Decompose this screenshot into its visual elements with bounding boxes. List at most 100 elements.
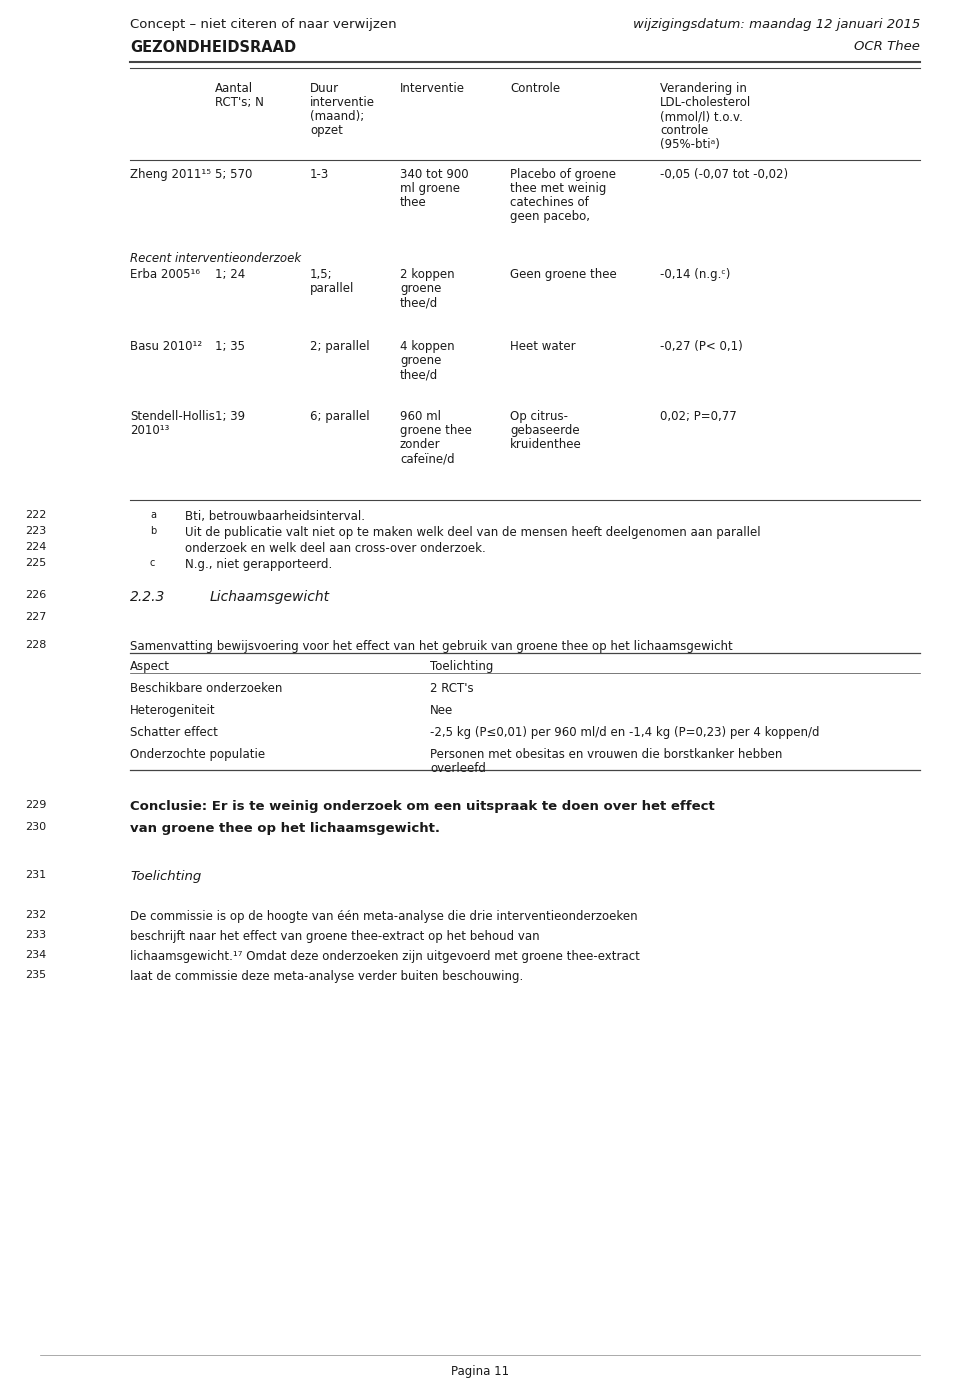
Text: thee: thee xyxy=(400,196,427,209)
Text: Pagina 11: Pagina 11 xyxy=(451,1365,509,1379)
Text: 4 koppen: 4 koppen xyxy=(400,340,455,354)
Text: 1,5;: 1,5; xyxy=(310,268,332,282)
Text: kruidenthee: kruidenthee xyxy=(510,438,582,451)
Text: Controle: Controle xyxy=(510,82,560,94)
Text: Schatter effect: Schatter effect xyxy=(130,725,218,739)
Text: a: a xyxy=(150,510,156,520)
Text: Heet water: Heet water xyxy=(510,340,576,354)
Text: -0,27 (P< 0,1): -0,27 (P< 0,1) xyxy=(660,340,743,354)
Text: (95%-btiᵃ): (95%-btiᵃ) xyxy=(660,137,720,151)
Text: opzet: opzet xyxy=(310,123,343,137)
Text: Geen groene thee: Geen groene thee xyxy=(510,268,616,282)
Text: Placebo of groene: Placebo of groene xyxy=(510,168,616,180)
Text: interventie: interventie xyxy=(310,96,375,110)
Text: 2.2.3: 2.2.3 xyxy=(130,589,165,603)
Text: 0,02; P=0,77: 0,02; P=0,77 xyxy=(660,411,736,423)
Text: zonder: zonder xyxy=(400,438,441,451)
Text: Erba 2005¹⁶: Erba 2005¹⁶ xyxy=(130,268,200,282)
Text: 1; 39: 1; 39 xyxy=(215,411,245,423)
Text: OCR Thee: OCR Thee xyxy=(854,40,920,53)
Text: 960 ml: 960 ml xyxy=(400,411,441,423)
Text: 235: 235 xyxy=(25,970,46,981)
Text: 232: 232 xyxy=(25,910,46,920)
Text: 231: 231 xyxy=(25,870,46,879)
Text: Personen met obesitas en vrouwen die borstkanker hebben: Personen met obesitas en vrouwen die bor… xyxy=(430,748,782,761)
Text: Verandering in: Verandering in xyxy=(660,82,747,94)
Text: 1; 35: 1; 35 xyxy=(215,340,245,354)
Text: -0,05 (-0,07 tot -0,02): -0,05 (-0,07 tot -0,02) xyxy=(660,168,788,180)
Text: 230: 230 xyxy=(25,822,46,832)
Text: Recent interventieonderzoek: Recent interventieonderzoek xyxy=(130,252,301,265)
Text: Conclusie: Er is te weinig onderzoek om een uitspraak te doen over het effect: Conclusie: Er is te weinig onderzoek om … xyxy=(130,800,715,813)
Text: Beschikbare onderzoeken: Beschikbare onderzoeken xyxy=(130,682,282,695)
Text: 1-3: 1-3 xyxy=(310,168,329,180)
Text: Zheng 2011¹⁵: Zheng 2011¹⁵ xyxy=(130,168,211,180)
Text: Aantal: Aantal xyxy=(215,82,253,94)
Text: 6; parallel: 6; parallel xyxy=(310,411,370,423)
Text: Uit de publicatie valt niet op te maken welk deel van de mensen heeft deelgenome: Uit de publicatie valt niet op te maken … xyxy=(185,526,760,540)
Text: 2 RCT's: 2 RCT's xyxy=(430,682,473,695)
Text: LDL-cholesterol: LDL-cholesterol xyxy=(660,96,752,110)
Text: van groene thee op het lichaamsgewicht.: van groene thee op het lichaamsgewicht. xyxy=(130,822,440,835)
Text: (mmol/l) t.o.v.: (mmol/l) t.o.v. xyxy=(660,110,743,123)
Text: 2; parallel: 2; parallel xyxy=(310,340,370,354)
Text: 234: 234 xyxy=(25,950,46,960)
Text: wijzigingsdatum: maandag 12 januari 2015: wijzigingsdatum: maandag 12 januari 2015 xyxy=(633,18,920,31)
Text: Samenvatting bewijsvoering voor het effect van het gebruik van groene thee op he: Samenvatting bewijsvoering voor het effe… xyxy=(130,639,732,653)
Text: 224: 224 xyxy=(25,542,46,552)
Text: De commissie is op de hoogte van één meta-analyse die drie interventieonderzoeke: De commissie is op de hoogte van één met… xyxy=(130,910,637,922)
Text: Stendell-Hollis: Stendell-Hollis xyxy=(130,411,215,423)
Text: geen pacebo,: geen pacebo, xyxy=(510,209,590,223)
Text: 229: 229 xyxy=(25,800,46,810)
Text: Basu 2010¹²: Basu 2010¹² xyxy=(130,340,203,354)
Text: parallel: parallel xyxy=(310,282,354,295)
Text: groene thee: groene thee xyxy=(400,424,472,437)
Text: 226: 226 xyxy=(25,589,46,601)
Text: controle: controle xyxy=(660,123,708,137)
Text: thee/d: thee/d xyxy=(400,368,439,381)
Text: gebaseerde: gebaseerde xyxy=(510,424,580,437)
Text: Nee: Nee xyxy=(430,705,453,717)
Text: -2,5 kg (P≤0,01) per 960 ml/d en -1,4 kg (P=0,23) per 4 koppen/d: -2,5 kg (P≤0,01) per 960 ml/d en -1,4 kg… xyxy=(430,725,820,739)
Text: 222: 222 xyxy=(25,510,46,520)
Text: RCT's; N: RCT's; N xyxy=(215,96,264,110)
Text: Onderzochte populatie: Onderzochte populatie xyxy=(130,748,265,761)
Text: Toelichting: Toelichting xyxy=(130,870,202,884)
Text: b: b xyxy=(150,526,156,535)
Text: GEZONDHEIDSRAAD: GEZONDHEIDSRAAD xyxy=(130,40,296,55)
Text: lichaamsgewicht.¹⁷ Omdat deze onderzoeken zijn uitgevoerd met groene thee-extrac: lichaamsgewicht.¹⁷ Omdat deze onderzoeke… xyxy=(130,950,640,963)
Text: 228: 228 xyxy=(25,639,46,651)
Text: Bti, betrouwbaarheidsinterval.: Bti, betrouwbaarheidsinterval. xyxy=(185,510,365,523)
Text: Aspect: Aspect xyxy=(130,660,170,673)
Text: (maand);: (maand); xyxy=(310,110,364,123)
Text: groene: groene xyxy=(400,282,442,295)
Text: 225: 225 xyxy=(25,558,46,569)
Text: N.g., niet gerapporteerd.: N.g., niet gerapporteerd. xyxy=(185,558,332,571)
Text: Lichaamsgewicht: Lichaamsgewicht xyxy=(210,589,330,603)
Text: Heterogeniteit: Heterogeniteit xyxy=(130,705,216,717)
Text: groene: groene xyxy=(400,354,442,368)
Text: 233: 233 xyxy=(25,931,46,940)
Text: 227: 227 xyxy=(25,612,46,621)
Text: 5; 570: 5; 570 xyxy=(215,168,252,180)
Text: 2010¹³: 2010¹³ xyxy=(130,424,169,437)
Text: Interventie: Interventie xyxy=(400,82,465,94)
Text: Duur: Duur xyxy=(310,82,339,94)
Text: thee met weinig: thee met weinig xyxy=(510,182,607,196)
Text: Op citrus-: Op citrus- xyxy=(510,411,568,423)
Text: 340 tot 900: 340 tot 900 xyxy=(400,168,468,180)
Text: cafeïne/d: cafeïne/d xyxy=(400,452,455,465)
Text: -0,14 (n.g.ᶜ): -0,14 (n.g.ᶜ) xyxy=(660,268,731,282)
Text: Toelichting: Toelichting xyxy=(430,660,493,673)
Text: ml groene: ml groene xyxy=(400,182,460,196)
Text: onderzoek en welk deel aan cross-over onderzoek.: onderzoek en welk deel aan cross-over on… xyxy=(185,542,486,555)
Text: 1; 24: 1; 24 xyxy=(215,268,245,282)
Text: thee/d: thee/d xyxy=(400,295,439,309)
Text: c: c xyxy=(150,558,156,569)
Text: 223: 223 xyxy=(25,526,46,535)
Text: overleefd: overleefd xyxy=(430,761,486,775)
Text: Concept – niet citeren of naar verwijzen: Concept – niet citeren of naar verwijzen xyxy=(130,18,396,31)
Text: beschrijft naar het effect van groene thee-extract op het behoud van: beschrijft naar het effect van groene th… xyxy=(130,931,540,943)
Text: catechines of: catechines of xyxy=(510,196,588,209)
Text: laat de commissie deze meta-analyse verder buiten beschouwing.: laat de commissie deze meta-analyse verd… xyxy=(130,970,523,983)
